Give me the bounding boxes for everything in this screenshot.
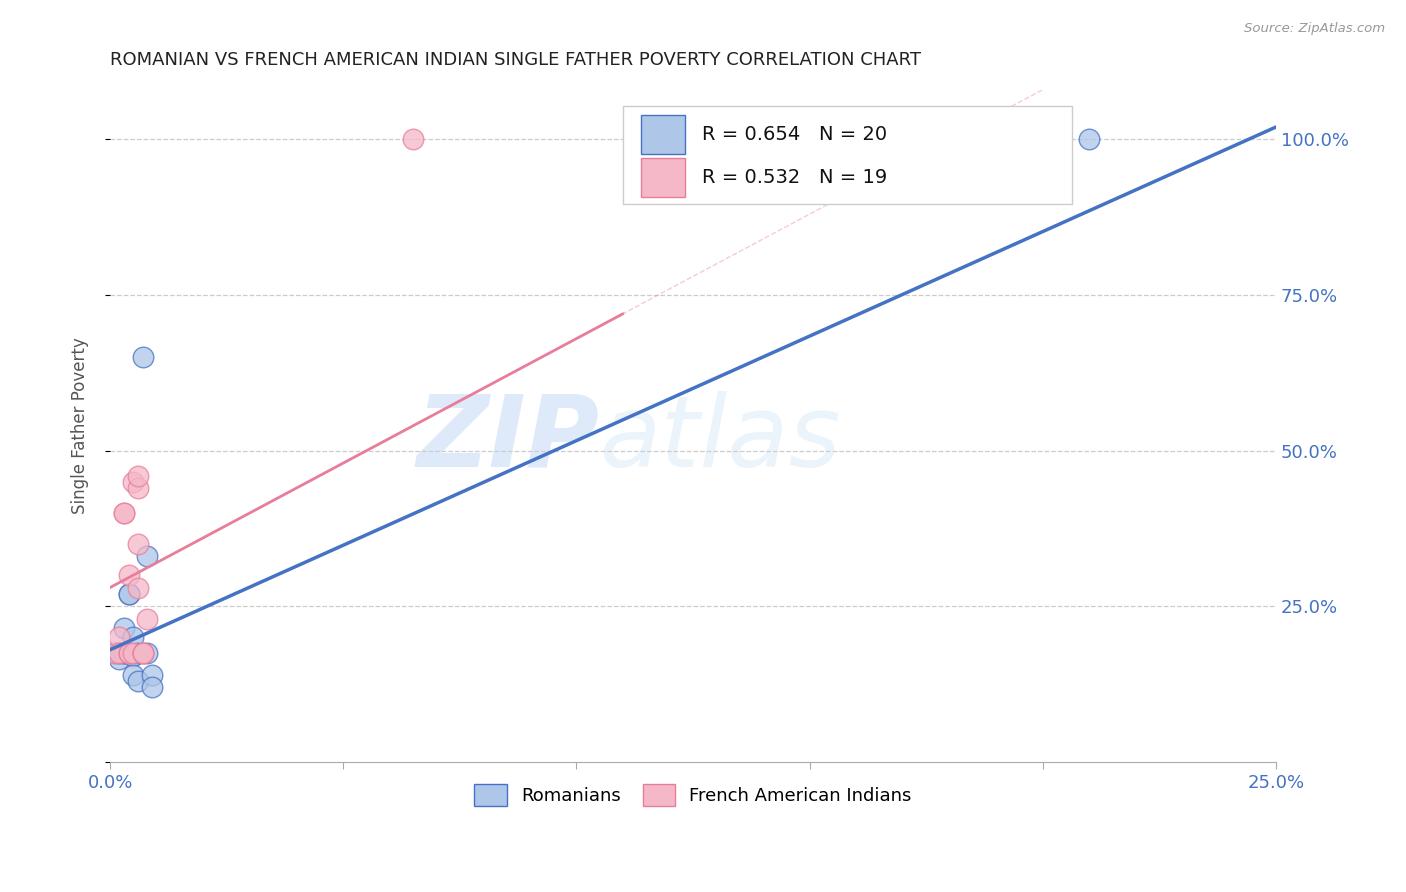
Point bbox=[118, 587, 141, 601]
Point bbox=[118, 568, 141, 582]
Point bbox=[108, 646, 131, 660]
Point bbox=[127, 481, 149, 495]
Point bbox=[122, 475, 145, 489]
Point bbox=[104, 646, 127, 660]
Point bbox=[132, 646, 155, 660]
Point bbox=[118, 646, 141, 660]
Point bbox=[1078, 132, 1101, 146]
Point bbox=[112, 506, 135, 520]
Point bbox=[118, 646, 141, 660]
Point bbox=[122, 648, 145, 663]
Point bbox=[402, 132, 425, 146]
Point bbox=[127, 581, 149, 595]
Text: R = 0.654   N = 20: R = 0.654 N = 20 bbox=[703, 125, 887, 145]
Text: ZIP: ZIP bbox=[416, 391, 600, 488]
Point bbox=[127, 468, 149, 483]
Point bbox=[108, 646, 131, 660]
Point bbox=[112, 646, 135, 660]
Point bbox=[122, 646, 145, 660]
Point bbox=[141, 680, 163, 694]
Point bbox=[112, 621, 135, 635]
Text: atlas: atlas bbox=[600, 391, 841, 488]
Legend: Romanians, French American Indians: Romanians, French American Indians bbox=[467, 777, 920, 814]
Point bbox=[141, 667, 163, 681]
Point bbox=[108, 630, 131, 644]
Point bbox=[108, 652, 131, 666]
Point bbox=[118, 587, 141, 601]
Point bbox=[127, 646, 149, 660]
Point bbox=[136, 549, 159, 564]
Text: R = 0.532   N = 19: R = 0.532 N = 19 bbox=[703, 168, 887, 186]
FancyBboxPatch shape bbox=[641, 115, 685, 154]
Point bbox=[127, 673, 149, 688]
Point bbox=[112, 506, 135, 520]
Point bbox=[132, 646, 155, 660]
Point bbox=[104, 646, 127, 660]
Point bbox=[132, 351, 155, 365]
Text: ROMANIAN VS FRENCH AMERICAN INDIAN SINGLE FATHER POVERTY CORRELATION CHART: ROMANIAN VS FRENCH AMERICAN INDIAN SINGL… bbox=[110, 51, 921, 69]
Point bbox=[112, 646, 135, 660]
Point bbox=[118, 646, 141, 660]
FancyBboxPatch shape bbox=[641, 158, 685, 196]
Point bbox=[136, 646, 159, 660]
Text: Source: ZipAtlas.com: Source: ZipAtlas.com bbox=[1244, 22, 1385, 36]
Point bbox=[122, 667, 145, 681]
Y-axis label: Single Father Poverty: Single Father Poverty bbox=[72, 337, 89, 514]
Point bbox=[136, 612, 159, 626]
Point bbox=[122, 630, 145, 644]
Point bbox=[127, 537, 149, 551]
Point bbox=[132, 646, 155, 660]
FancyBboxPatch shape bbox=[623, 106, 1071, 204]
